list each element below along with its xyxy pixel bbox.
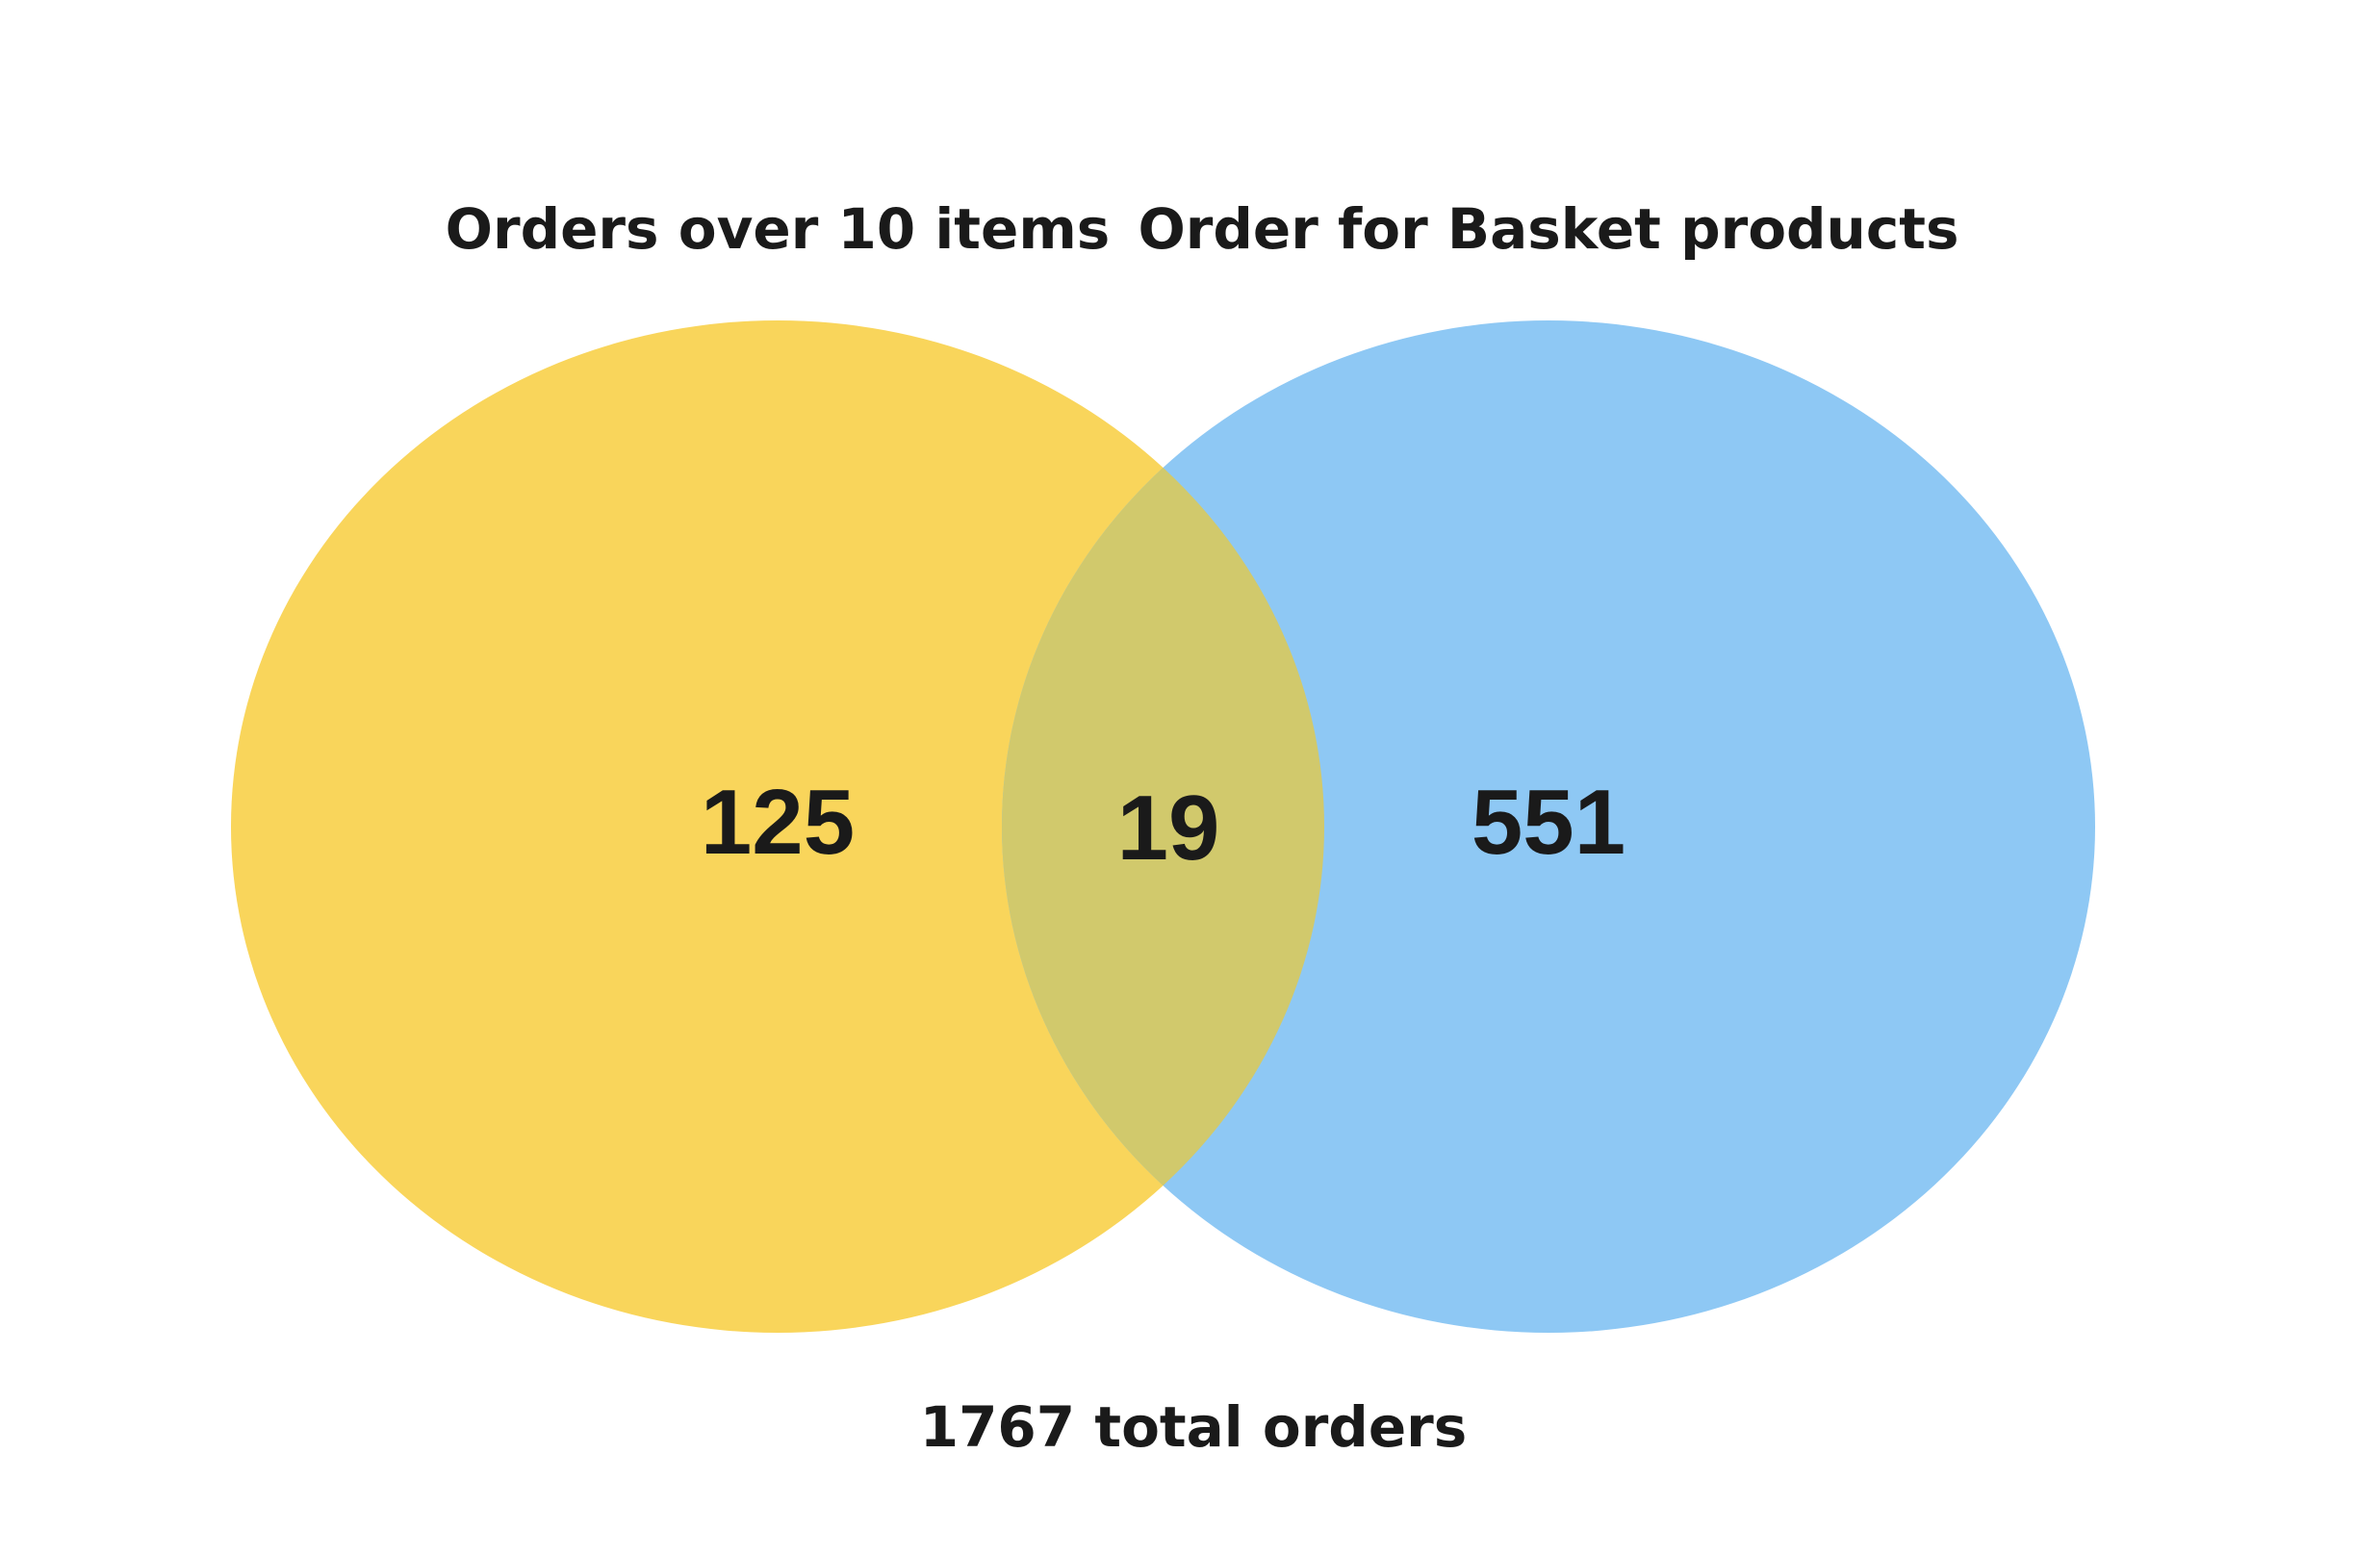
- set-label-basket-products: Order for Basket products: [1139, 196, 1959, 262]
- count-intersection: 19: [1117, 777, 1220, 880]
- set-circle-orders-over-10-items: [231, 320, 1324, 1333]
- set-label-orders-over-10-items: Orders over 10 items: [446, 196, 1111, 262]
- count-orders-over-10-items-only: 125: [701, 771, 855, 874]
- total-orders-caption: 1767 total orders: [920, 1394, 1468, 1460]
- set-circle-basket-products: [1002, 320, 2095, 1333]
- count-basket-products-only: 551: [1472, 771, 1625, 874]
